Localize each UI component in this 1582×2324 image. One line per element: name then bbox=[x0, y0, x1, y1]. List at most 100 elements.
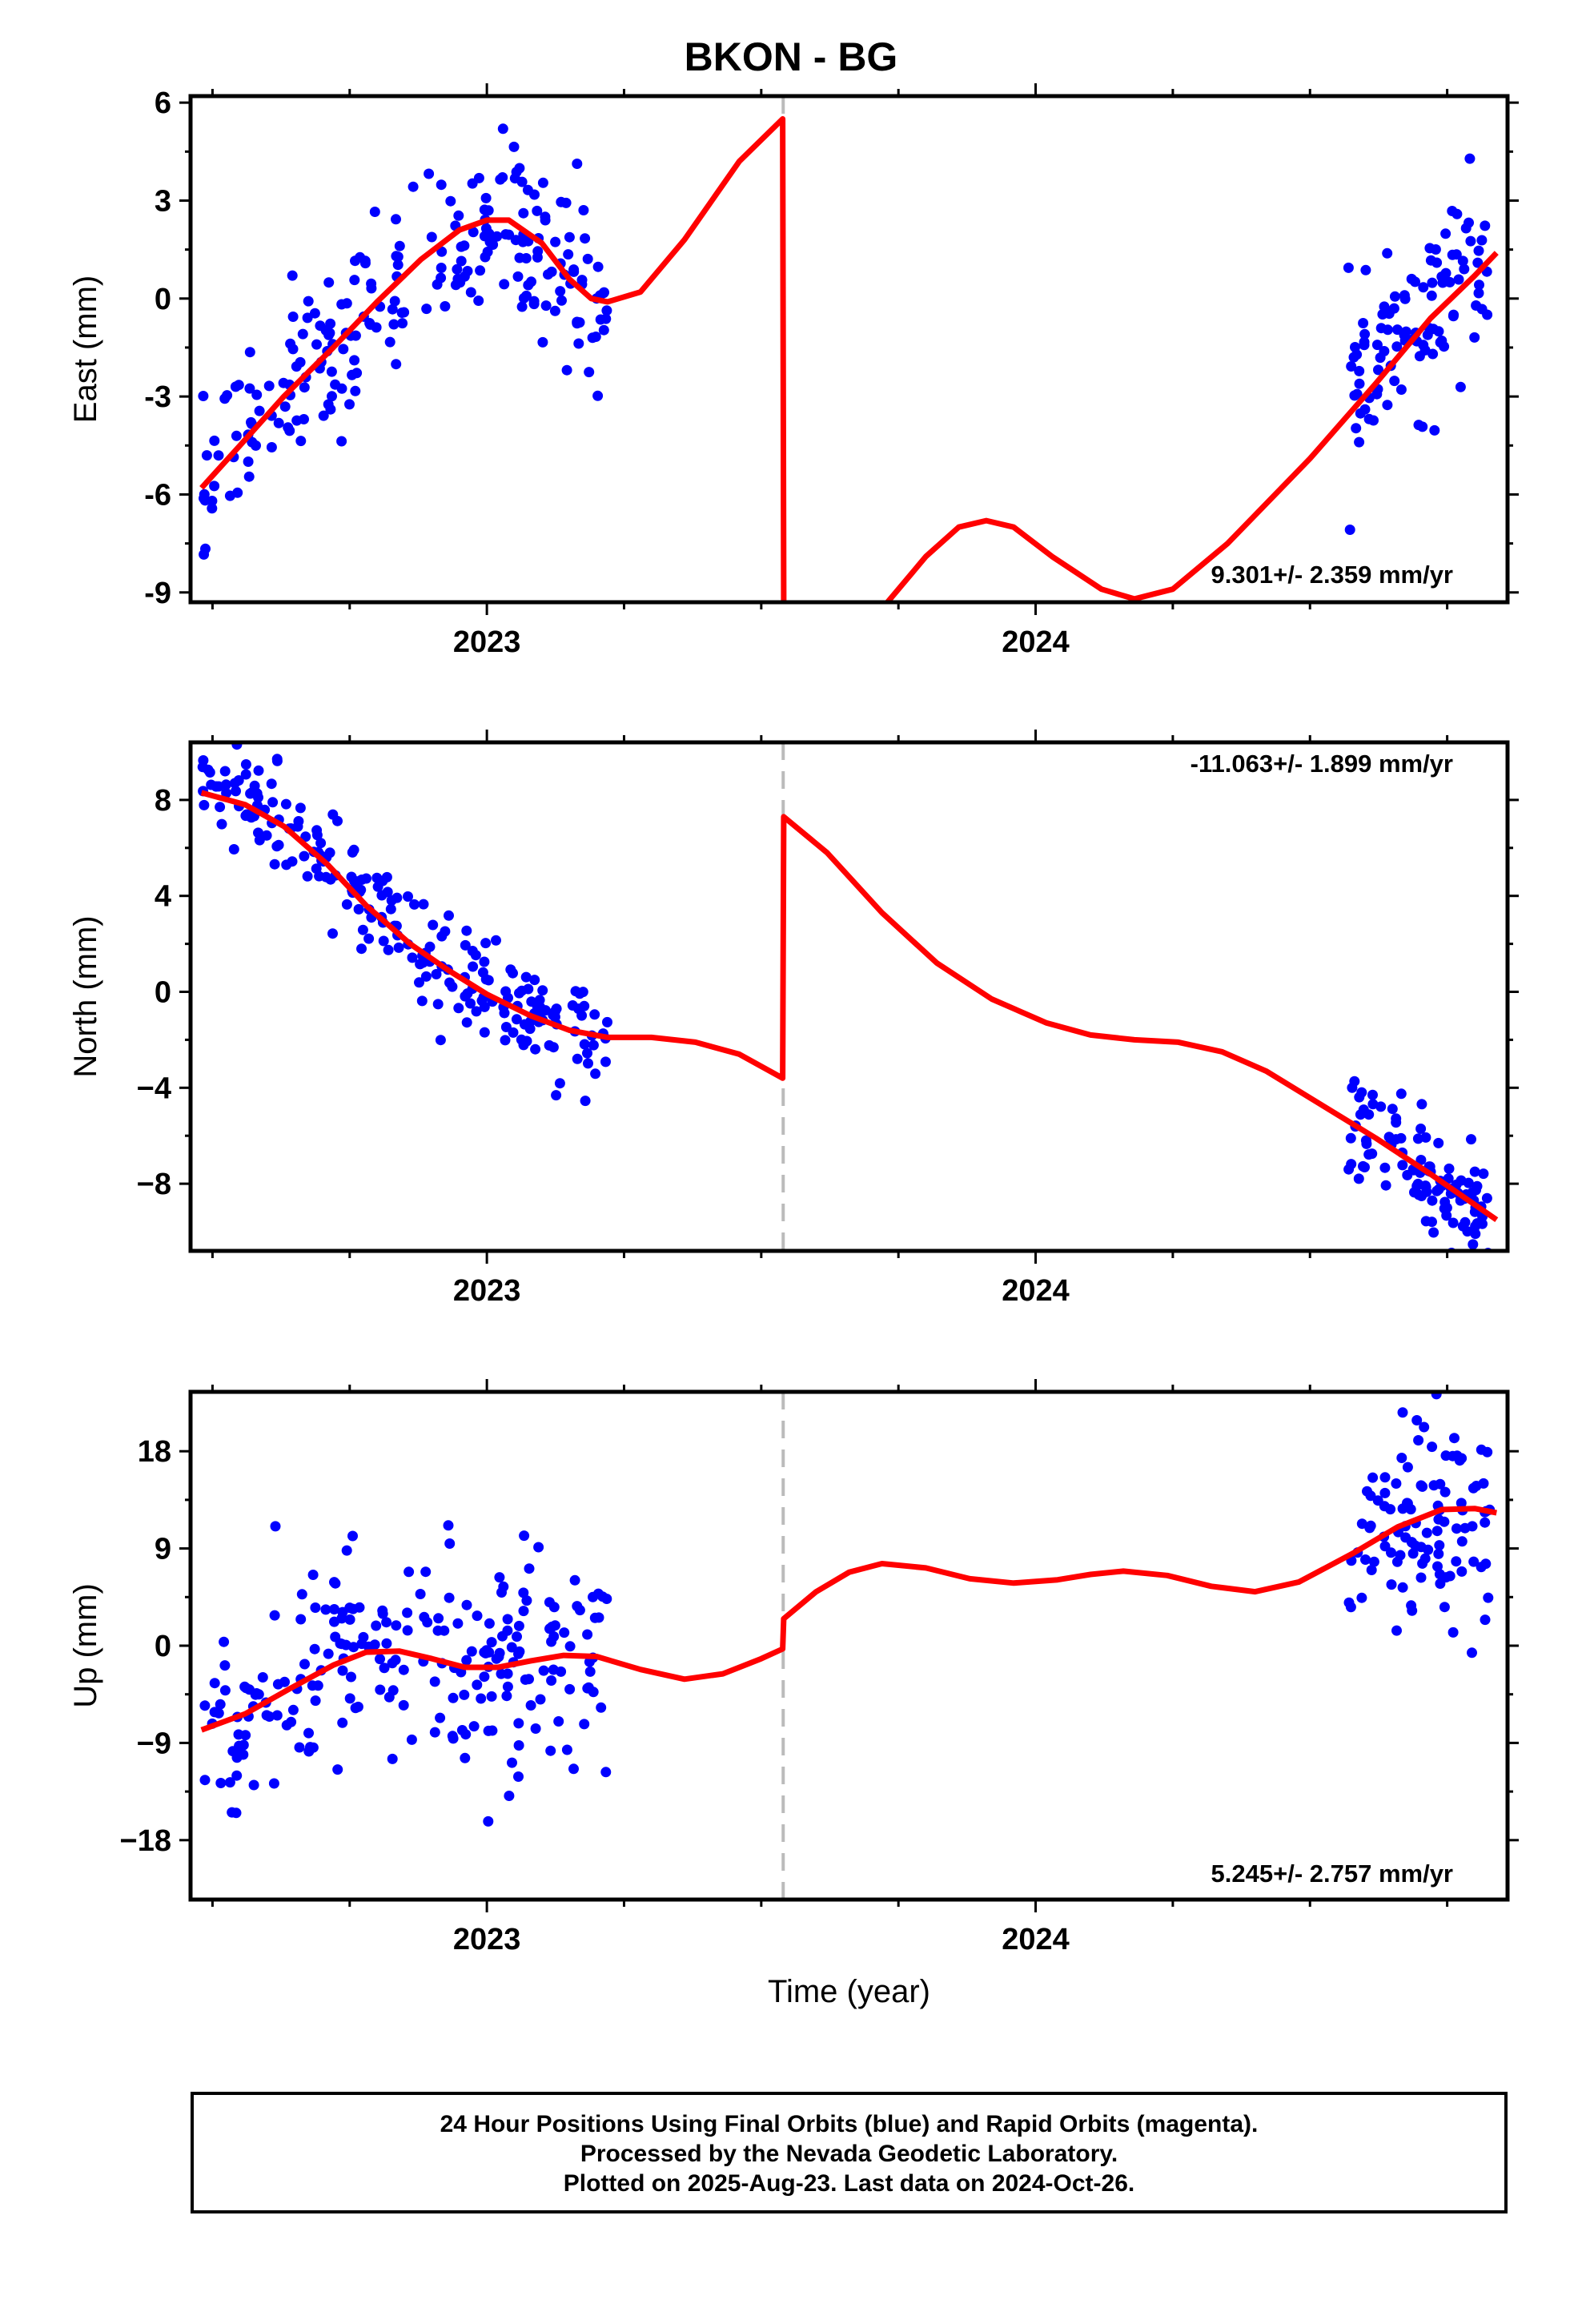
up-data-point bbox=[309, 1643, 320, 1655]
east-data-point bbox=[327, 391, 337, 402]
north-data-point bbox=[572, 1053, 583, 1064]
up-data-point bbox=[502, 1614, 513, 1625]
up-data-point bbox=[398, 1664, 409, 1675]
up-data-point bbox=[1476, 1562, 1487, 1573]
up-data-point bbox=[519, 1530, 530, 1542]
north-xtick-label: 2023 bbox=[453, 1274, 521, 1308]
east-data-point bbox=[350, 255, 360, 267]
up-data-point bbox=[1365, 1520, 1376, 1531]
east-data-point bbox=[279, 401, 291, 412]
up-data-point bbox=[461, 1599, 472, 1610]
up-data-point bbox=[1434, 1377, 1444, 1387]
up-data-point bbox=[1366, 1565, 1377, 1575]
north-data-point bbox=[198, 755, 209, 766]
north-data-point bbox=[199, 799, 210, 810]
north-rate-label: -11.063+/- 1.899 mm/yr bbox=[1191, 750, 1453, 778]
east-data-point bbox=[207, 496, 218, 506]
east-data-point bbox=[1395, 384, 1407, 395]
east-data-point bbox=[1354, 436, 1365, 448]
east-data-point bbox=[440, 301, 451, 312]
up-data-point bbox=[304, 1742, 315, 1753]
up-data-point bbox=[415, 1589, 426, 1599]
east-data-point bbox=[1444, 276, 1456, 287]
north-data-point bbox=[418, 899, 429, 910]
north-data-point bbox=[357, 924, 368, 935]
up-data-point bbox=[521, 1595, 532, 1606]
east-data-point bbox=[336, 436, 347, 447]
east-data-point bbox=[394, 240, 405, 251]
east-ytick-label: 3 bbox=[155, 184, 171, 218]
east-data-point bbox=[578, 205, 589, 215]
east-rate-label: 9.301+/- 2.359 mm/yr bbox=[1211, 561, 1453, 589]
up-data-point bbox=[240, 1730, 251, 1741]
up-data-point bbox=[592, 1588, 604, 1599]
east-data-point bbox=[1389, 376, 1400, 387]
north-data-point bbox=[299, 850, 310, 862]
north-data-point bbox=[576, 1010, 588, 1021]
north-data-point bbox=[239, 718, 250, 729]
east-data-point bbox=[1469, 332, 1480, 343]
east-data-point bbox=[497, 123, 508, 135]
up-data-point bbox=[584, 1666, 596, 1677]
up-data-point bbox=[323, 1648, 334, 1659]
north-data-point bbox=[1470, 1228, 1481, 1240]
up-data-point bbox=[1427, 1441, 1438, 1453]
up-data-point bbox=[268, 1778, 279, 1789]
north-data-point bbox=[1441, 1210, 1452, 1221]
up-data-point bbox=[435, 1712, 446, 1723]
north-data-point bbox=[1367, 1148, 1378, 1160]
north-data-point bbox=[382, 887, 393, 898]
east-data-point bbox=[391, 359, 402, 370]
east-data-point bbox=[273, 417, 284, 428]
up-data-point bbox=[269, 1610, 280, 1621]
east-data-point bbox=[452, 263, 463, 275]
east-data-point bbox=[323, 329, 335, 340]
up-ylabel: Up (mm) bbox=[68, 1583, 103, 1708]
north-data-point bbox=[1443, 1173, 1454, 1184]
up-data-point bbox=[497, 1630, 508, 1642]
north-data-point bbox=[444, 910, 454, 921]
chart-title: BKON - BG bbox=[684, 34, 898, 79]
up-ytick-label: 9 bbox=[155, 1533, 171, 1566]
east-data-point bbox=[556, 295, 567, 306]
east-data-point bbox=[1472, 257, 1484, 268]
up-xtick-label: 2024 bbox=[1002, 1923, 1070, 1956]
north-data-point bbox=[520, 971, 532, 983]
east-data-point bbox=[299, 382, 310, 393]
up-data-point bbox=[1456, 1453, 1468, 1464]
up-points bbox=[199, 1377, 1496, 1827]
north-data-point bbox=[266, 778, 277, 790]
up-data-point bbox=[404, 1566, 415, 1578]
up-data-point bbox=[1417, 1481, 1428, 1492]
east-data-point bbox=[508, 141, 520, 152]
up-data-point bbox=[371, 1620, 382, 1631]
east-ytick-label: 0 bbox=[155, 283, 171, 316]
east-data-point bbox=[209, 480, 220, 492]
up-data-point bbox=[1356, 1592, 1367, 1603]
north-data-point bbox=[216, 818, 227, 830]
east-data-point bbox=[1422, 329, 1433, 340]
north-data-point bbox=[253, 827, 263, 838]
east-data-point bbox=[397, 318, 408, 329]
east-data-point bbox=[1440, 228, 1452, 239]
up-data-point bbox=[1402, 1462, 1413, 1473]
up-data-point bbox=[248, 1779, 259, 1791]
east-data-point bbox=[350, 385, 361, 396]
up-data-point bbox=[1439, 1516, 1450, 1527]
up-data-point bbox=[466, 1646, 477, 1657]
up-data-point bbox=[1431, 1526, 1443, 1537]
north-data-point bbox=[1345, 1132, 1356, 1144]
north-data-point bbox=[215, 802, 226, 813]
east-data-point bbox=[1400, 326, 1411, 337]
north-data-point bbox=[436, 931, 448, 942]
north-ytick-label: −4 bbox=[137, 1072, 171, 1105]
east-data-point bbox=[521, 290, 532, 301]
up-data-point bbox=[209, 1678, 220, 1689]
east-data-point bbox=[467, 178, 478, 189]
east-data-point bbox=[537, 177, 548, 188]
footer-line-1: 24 Hour Positions Using Final Orbits (bl… bbox=[440, 2111, 1259, 2137]
east-data-point bbox=[1451, 249, 1462, 260]
east-data-point bbox=[200, 543, 211, 554]
up-data-point bbox=[377, 1605, 388, 1616]
up-data-point bbox=[219, 1636, 230, 1647]
